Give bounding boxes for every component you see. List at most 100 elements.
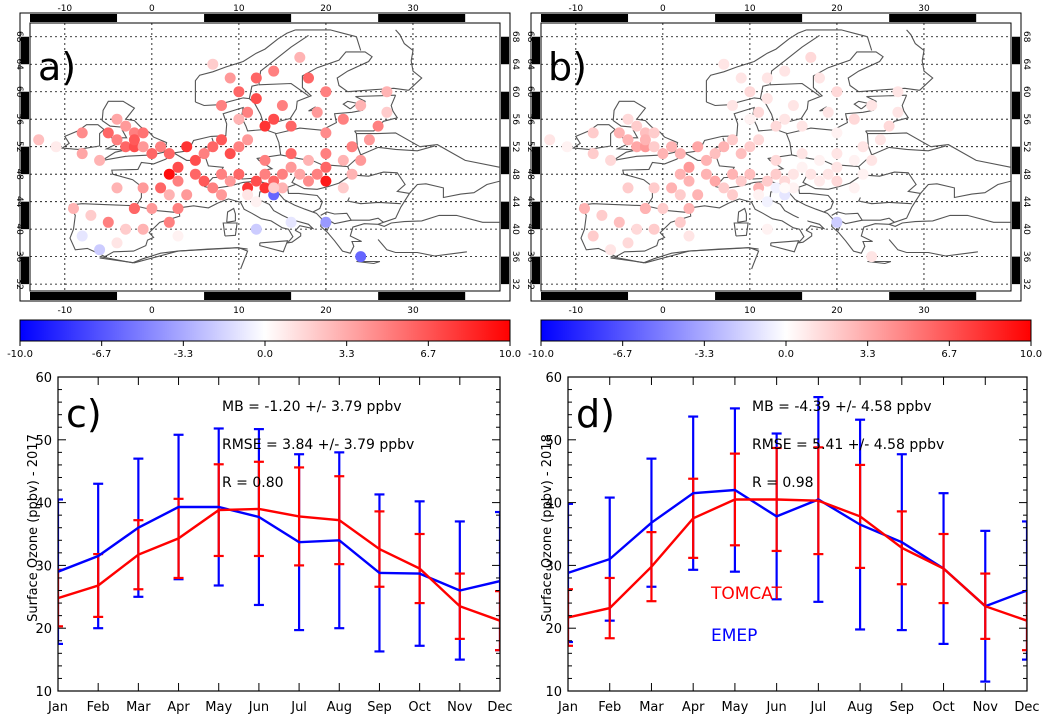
site-dot (831, 127, 843, 139)
map-lat-tick-left: 68 (14, 31, 24, 43)
site-dot (796, 216, 808, 228)
site-dot (189, 154, 201, 166)
chart-c-annotation-rmse: RMSE = 3.84 +/- 3.79 ppbv (222, 437, 414, 453)
map-lat-tick-right: 48 (1021, 168, 1031, 180)
colorbar-tick-label: -3.3 (695, 349, 715, 360)
site-dot (831, 175, 843, 187)
site-dot (172, 203, 184, 214)
site-dot (866, 154, 878, 166)
site-dot (146, 148, 158, 160)
site-dot (883, 120, 895, 132)
map-lon-tick-bottom: 0 (149, 306, 155, 316)
site-dot (250, 72, 262, 84)
site-dot (631, 223, 643, 235)
map-lat-tick-right: 60 (1021, 86, 1031, 98)
site-dot (579, 203, 590, 214)
chart-d-annotation-r: R = 0.98 (752, 475, 814, 491)
site-dot (735, 175, 747, 187)
site-dot (605, 244, 617, 256)
y-tick-label: 60 (35, 371, 52, 386)
site-dot (346, 168, 358, 180)
y-tick-label: 60 (545, 371, 562, 386)
map-lat-tick-right: 48 (510, 168, 520, 180)
site-dot (259, 120, 271, 132)
site-dot (674, 148, 686, 160)
site-dot (94, 154, 106, 166)
site-dot (216, 100, 227, 111)
site-dot (128, 134, 140, 146)
map-lat-tick-left: 36 (14, 251, 24, 263)
site-dot (753, 189, 765, 201)
map-lat-tick-right: 40 (510, 223, 520, 235)
site-dot (814, 175, 825, 187)
site-dot (381, 106, 393, 118)
y-tick-label: 50 (545, 434, 562, 449)
site-dot (700, 168, 712, 180)
site-dot (587, 230, 599, 242)
map-lat-tick-right: 52 (510, 141, 520, 152)
site-dot (796, 161, 808, 173)
site-dot (544, 134, 556, 146)
site-dot (250, 223, 262, 235)
site-dot (735, 148, 747, 160)
x-tick-label: Jun (248, 700, 269, 715)
site-dot (831, 216, 843, 228)
site-dot (848, 113, 860, 125)
site-dot (718, 182, 730, 194)
site-dot (128, 203, 140, 214)
site-dot (189, 168, 201, 180)
site-dot (320, 161, 332, 173)
site-dot (163, 148, 175, 160)
map-lat-tick-left: 32 (525, 278, 535, 289)
x-tick-label: Dec (487, 700, 512, 715)
site-dot (216, 189, 227, 201)
site-dot (596, 209, 608, 221)
site-dot (303, 154, 314, 166)
site-dot (761, 72, 773, 84)
x-tick-label: Apr (682, 700, 705, 715)
site-dot (761, 223, 773, 235)
site-dot (120, 223, 132, 235)
site-dot (718, 141, 730, 153)
site-dot (744, 141, 756, 153)
site-dot (76, 230, 88, 242)
site-dot (770, 154, 782, 166)
site-dot (587, 148, 599, 160)
map-lon-tick-top: -10 (568, 4, 583, 14)
site-dot (320, 86, 332, 98)
site-dot (285, 161, 297, 173)
site-dot (744, 86, 756, 98)
site-dot (857, 141, 869, 153)
site-dot (866, 100, 878, 111)
site-dot (822, 106, 834, 118)
site-dot (320, 148, 332, 160)
site-dot (207, 58, 219, 70)
site-dot (770, 182, 782, 194)
map-lat-tick-right: 52 (1021, 141, 1031, 152)
x-tick-label: May (721, 700, 748, 715)
map-lat-tick-left: 40 (14, 223, 24, 235)
site-dot (276, 182, 288, 194)
site-dot (268, 113, 280, 125)
colorbar-a: -10.0 -6.7 -3.3 0.0 3.3 6.7 10.0 (7, 319, 521, 360)
site-dot (666, 141, 678, 153)
site-dot (320, 175, 332, 187)
chart-panel-c: c) MB = -1.20 +/- 3.79 ppbv RMSE = 3.84 … (26, 371, 513, 715)
site-dot (102, 127, 114, 139)
site-dot (198, 148, 210, 160)
site-dot (250, 175, 262, 187)
site-dot (207, 182, 219, 194)
map-lat-tick-left: 48 (14, 168, 24, 180)
y-tick-label: 30 (545, 559, 562, 574)
site-dot (303, 175, 314, 187)
site-dot (111, 113, 123, 125)
site-dot (709, 175, 721, 187)
map-lat-tick-left: 64 (525, 59, 535, 71)
map-lat-tick-left: 40 (525, 223, 535, 235)
site-dot (76, 127, 88, 139)
site-dot (831, 148, 843, 160)
x-tick-label: Jul (810, 700, 827, 715)
site-dot (111, 182, 123, 194)
x-tick-label: Nov (973, 700, 999, 715)
